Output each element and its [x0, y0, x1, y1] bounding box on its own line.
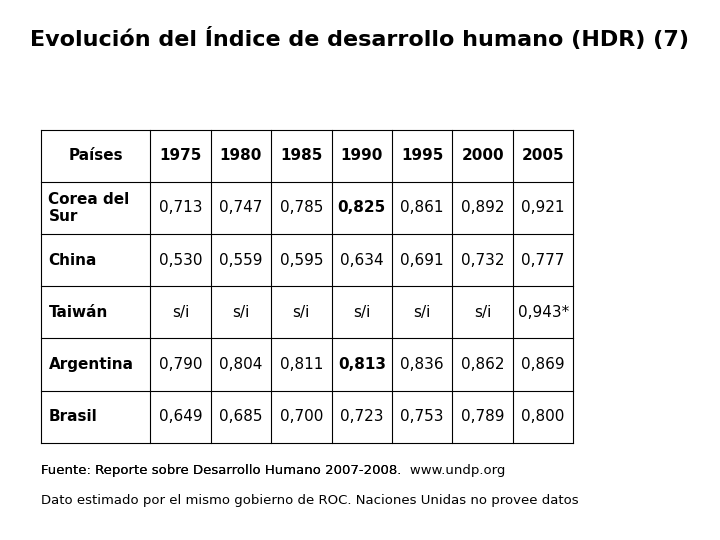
Text: 0,723: 0,723 [340, 409, 384, 424]
Text: Brasil: Brasil [48, 409, 97, 424]
Text: 0,943*: 0,943* [518, 305, 569, 320]
Text: 0,777: 0,777 [521, 253, 564, 268]
Text: Dato estimado por el mismo gobierno de ROC. Naciones Unidas no provee datos: Dato estimado por el mismo gobierno de R… [41, 494, 579, 507]
Text: 0,785: 0,785 [279, 200, 323, 215]
Text: 0,790: 0,790 [158, 357, 202, 372]
Text: 1980: 1980 [220, 148, 262, 163]
Text: Fuente: Reporte sobre Desarrollo Humano 2007-2008.  www.undp.org: Fuente: Reporte sobre Desarrollo Humano … [41, 464, 505, 477]
Text: 0,789: 0,789 [461, 409, 505, 424]
Text: s/i: s/i [292, 305, 310, 320]
Text: 0,836: 0,836 [400, 357, 444, 372]
Text: 0,634: 0,634 [340, 253, 384, 268]
Text: s/i: s/i [474, 305, 491, 320]
Text: 1990: 1990 [341, 148, 383, 163]
Text: 0,861: 0,861 [400, 200, 444, 215]
Text: 2000: 2000 [462, 148, 504, 163]
Text: s/i: s/i [172, 305, 189, 320]
Text: 0,862: 0,862 [461, 357, 505, 372]
Text: s/i: s/i [353, 305, 371, 320]
Text: 0,649: 0,649 [158, 409, 202, 424]
Text: 1985: 1985 [280, 148, 323, 163]
Text: Argentina: Argentina [48, 357, 133, 372]
Text: 0,753: 0,753 [400, 409, 444, 424]
Text: 0,747: 0,747 [219, 200, 263, 215]
Text: Corea del
Sur: Corea del Sur [48, 192, 130, 224]
Text: 0,559: 0,559 [219, 253, 263, 268]
Text: 0,892: 0,892 [461, 200, 505, 215]
Text: 0,685: 0,685 [219, 409, 263, 424]
Text: 0,700: 0,700 [279, 409, 323, 424]
Text: 0,813: 0,813 [338, 357, 386, 372]
Text: 0,691: 0,691 [400, 253, 444, 268]
Text: 0,804: 0,804 [219, 357, 263, 372]
Text: 1995: 1995 [401, 148, 444, 163]
Text: s/i: s/i [232, 305, 250, 320]
Text: 1975: 1975 [159, 148, 202, 163]
Text: s/i: s/i [413, 305, 431, 320]
Text: 0,530: 0,530 [158, 253, 202, 268]
Text: 0,811: 0,811 [279, 357, 323, 372]
Text: Fuente: Reporte sobre Desarrollo Humano 2007-2008.  www.undp.org: Fuente: Reporte sobre Desarrollo Humano … [41, 464, 505, 477]
Text: Países: Países [68, 148, 123, 163]
Text: 0,713: 0,713 [158, 200, 202, 215]
Text: 2005: 2005 [522, 148, 564, 163]
Text: 0,869: 0,869 [521, 357, 565, 372]
Text: 0,732: 0,732 [461, 253, 505, 268]
Text: 0,595: 0,595 [279, 253, 323, 268]
Text: Fuente: Reporte sobre Desarrollo Humano 2007-2008.: Fuente: Reporte sobre Desarrollo Humano … [41, 464, 410, 477]
Text: 0,800: 0,800 [521, 409, 564, 424]
Text: Taiwán: Taiwán [48, 305, 108, 320]
Text: China: China [48, 253, 97, 268]
Text: Evolución del Índice de desarrollo humano (HDR) (7): Evolución del Índice de desarrollo human… [30, 27, 688, 50]
Text: 0,825: 0,825 [338, 200, 386, 215]
Text: 0,921: 0,921 [521, 200, 565, 215]
